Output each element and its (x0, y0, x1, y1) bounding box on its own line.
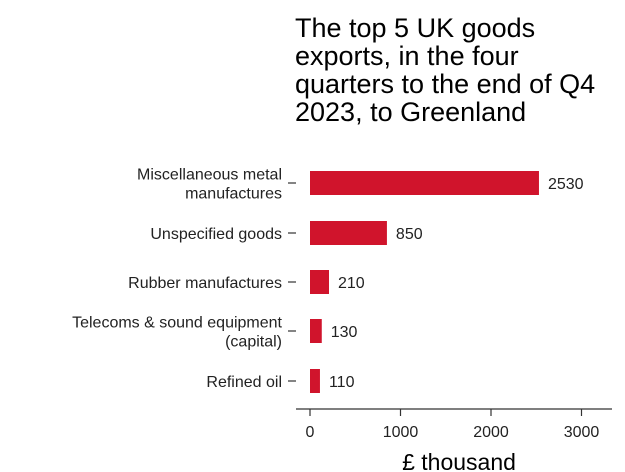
category-label: Rubber manufactures (128, 275, 282, 292)
chart-title: The top 5 UK goods exports, in the four … (295, 13, 596, 127)
x-axis-title: £ thousand (402, 449, 516, 472)
data-label: 2530 (548, 176, 584, 193)
data-label: 850 (396, 226, 423, 243)
bar (310, 270, 330, 294)
category-labels: Miscellaneous metal manufactures Unspecifi… (72, 167, 296, 391)
bar (310, 171, 539, 195)
x-tick-label: 0 (306, 424, 315, 441)
x-tick-label: 2000 (473, 424, 509, 441)
category-label: Refined oil (206, 374, 282, 391)
data-label: 110 (329, 374, 355, 391)
x-axis: 0 1000 2000 3000 (296, 408, 612, 441)
bar (310, 319, 322, 343)
x-tick-label: 1000 (383, 424, 419, 441)
category-label: Unspecified goods (150, 226, 282, 243)
bar (310, 369, 320, 393)
data-label: 130 (331, 324, 358, 341)
bars-layer: 2530 850 210 130 110 (310, 171, 584, 393)
x-tick-label: 3000 (564, 424, 600, 441)
data-label: 210 (338, 275, 365, 292)
category-label: Telecoms & sound equipment (capital) (72, 315, 282, 351)
bar (310, 221, 387, 245)
category-label: Miscellaneous metal manufactures (137, 167, 282, 203)
